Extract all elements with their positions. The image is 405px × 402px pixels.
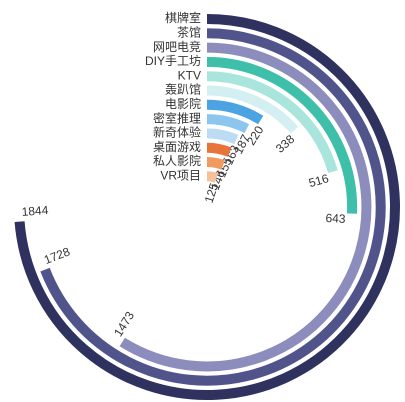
bar [206,99,264,125]
value-label: 338 [273,132,298,156]
category-label: 网吧电竞 [153,40,201,54]
bar [206,114,250,134]
value-label: 1473 [111,309,137,339]
category-label: KTV [178,68,201,82]
category-label: 茶馆 [177,24,201,39]
bar [206,85,299,134]
value-label: 643 [325,211,346,226]
bar [206,157,225,170]
bar [119,42,372,372]
value-label: 516 [307,171,330,190]
category-label: 新奇体验 [153,125,201,140]
category-label: 轰趴馆 [165,82,201,97]
bar [206,128,239,145]
category-label: 桌面游戏 [153,140,201,154]
bar [40,28,386,386]
category-label: DIY手工坊 [145,53,201,68]
bar [206,171,219,183]
category-label: 棋牌室 [165,10,201,25]
category-label: VR项目 [160,168,201,182]
bar [206,56,358,214]
category-label: 密室推理 [153,110,201,125]
bar [14,14,400,400]
bar [206,71,338,173]
value-label: 1844 [21,203,49,219]
category-label: 私人影院 [153,154,201,168]
category-label: 电影院 [165,97,201,111]
value-label: 125 [202,181,222,205]
value-label: 1728 [42,244,72,267]
bar [206,142,232,157]
